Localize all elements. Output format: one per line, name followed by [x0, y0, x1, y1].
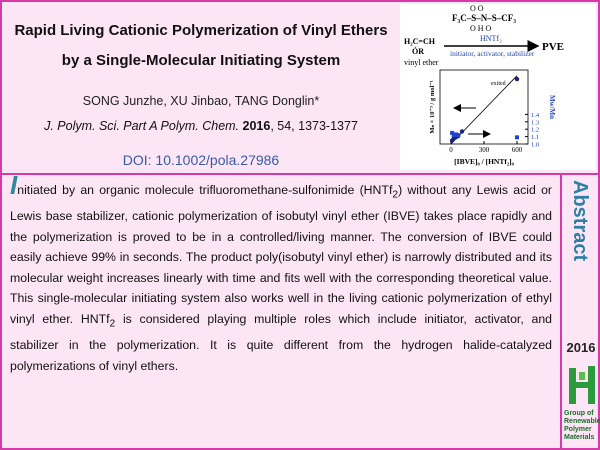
- journal-name: J. Polym. Sci. Part A Polym. Chem.: [44, 119, 240, 133]
- subscript: 2: [392, 189, 399, 201]
- point: [453, 132, 458, 137]
- point: [456, 133, 461, 138]
- abstract-text: is considered playing multiple roles whi…: [10, 312, 553, 373]
- sidebar-heading: Abstract: [569, 180, 591, 261]
- graphic: O O F₃C–S–N–S–CF₃ O H O HNTf₂ H₂C=CH ÓR …: [400, 4, 596, 170]
- y-axis-label: Mₙ × 10⁻³ / g mol⁻¹: [429, 80, 436, 133]
- group-line: Group of: [564, 410, 594, 417]
- doi: DOI: 10.1002/pola.27986: [122, 152, 280, 168]
- drop-cap: I: [10, 170, 18, 200]
- title: Rapid Living Cationic Polymerization of …: [14, 22, 388, 69]
- annotation: exited: [491, 81, 506, 87]
- journal-details: , 54, 1373-1377: [270, 119, 358, 133]
- y2-tick-label: 1.4: [531, 112, 540, 119]
- reagent-name: HNTf₂: [480, 34, 502, 43]
- x-tick-label: 600: [512, 146, 523, 154]
- subscript: 2: [109, 318, 116, 330]
- sidebar-year: 2016: [566, 340, 596, 355]
- point: [451, 133, 456, 138]
- reagent-top: O O: [470, 4, 484, 13]
- journal-year: 2016: [242, 119, 271, 133]
- abstract-text: nitiated by an organic molecule trifluor…: [17, 183, 393, 197]
- point: [514, 76, 520, 82]
- graphic-svg: O O F₃C–S–N–S–CF₃ O H O HNTf₂ H₂C=CH ÓR …: [404, 4, 564, 166]
- y2-tick-label: 1.2: [531, 127, 539, 134]
- reagent: F₃C–S–N–S–CF₃: [452, 13, 516, 23]
- group-name: Group of Renewable Polymer Materials: [564, 410, 600, 442]
- point: [450, 130, 455, 135]
- point: [459, 129, 465, 134]
- reagent-bottom: O H O: [470, 24, 492, 33]
- roles: initiator, activator, stabilizer: [450, 49, 535, 58]
- group-line: Renewable: [564, 418, 600, 425]
- heading: Abstract: [569, 180, 591, 261]
- citation: J. Polym. Sci. Part A Polym. Chem. 2016,…: [6, 119, 396, 133]
- monomer-group: ÓR: [412, 46, 424, 56]
- abstract-text: ) without any Lewis acid or Lewis base s…: [10, 183, 553, 327]
- group-line: Materials: [564, 434, 595, 441]
- logo: [569, 366, 595, 404]
- monomer: H₂C=CH: [404, 37, 436, 46]
- product: PVE: [542, 41, 564, 53]
- abstract: Initiated by an organic molecule trifluo…: [10, 172, 553, 376]
- authors: SONG Junzhe, XU Jinbao, TANG Donglin*: [82, 94, 320, 108]
- x-tick-label: 0: [449, 146, 453, 154]
- x-tick-label: 300: [479, 146, 490, 154]
- column-divider: [560, 175, 562, 448]
- y2-tick-label: 1.3: [531, 119, 539, 126]
- y2-tick-label: 1.0: [531, 142, 539, 149]
- x-axis-label: [IBVE]₀ / [HNTf₂]₀: [454, 157, 514, 166]
- divider: [2, 173, 598, 175]
- group-line: Polymer: [564, 426, 592, 433]
- y2-tick-label: 1.1: [531, 134, 539, 141]
- monomer-name: vinyl ether: [404, 58, 439, 67]
- y2-axis-label: Mw/Mn: [548, 95, 556, 119]
- point: [515, 135, 519, 140]
